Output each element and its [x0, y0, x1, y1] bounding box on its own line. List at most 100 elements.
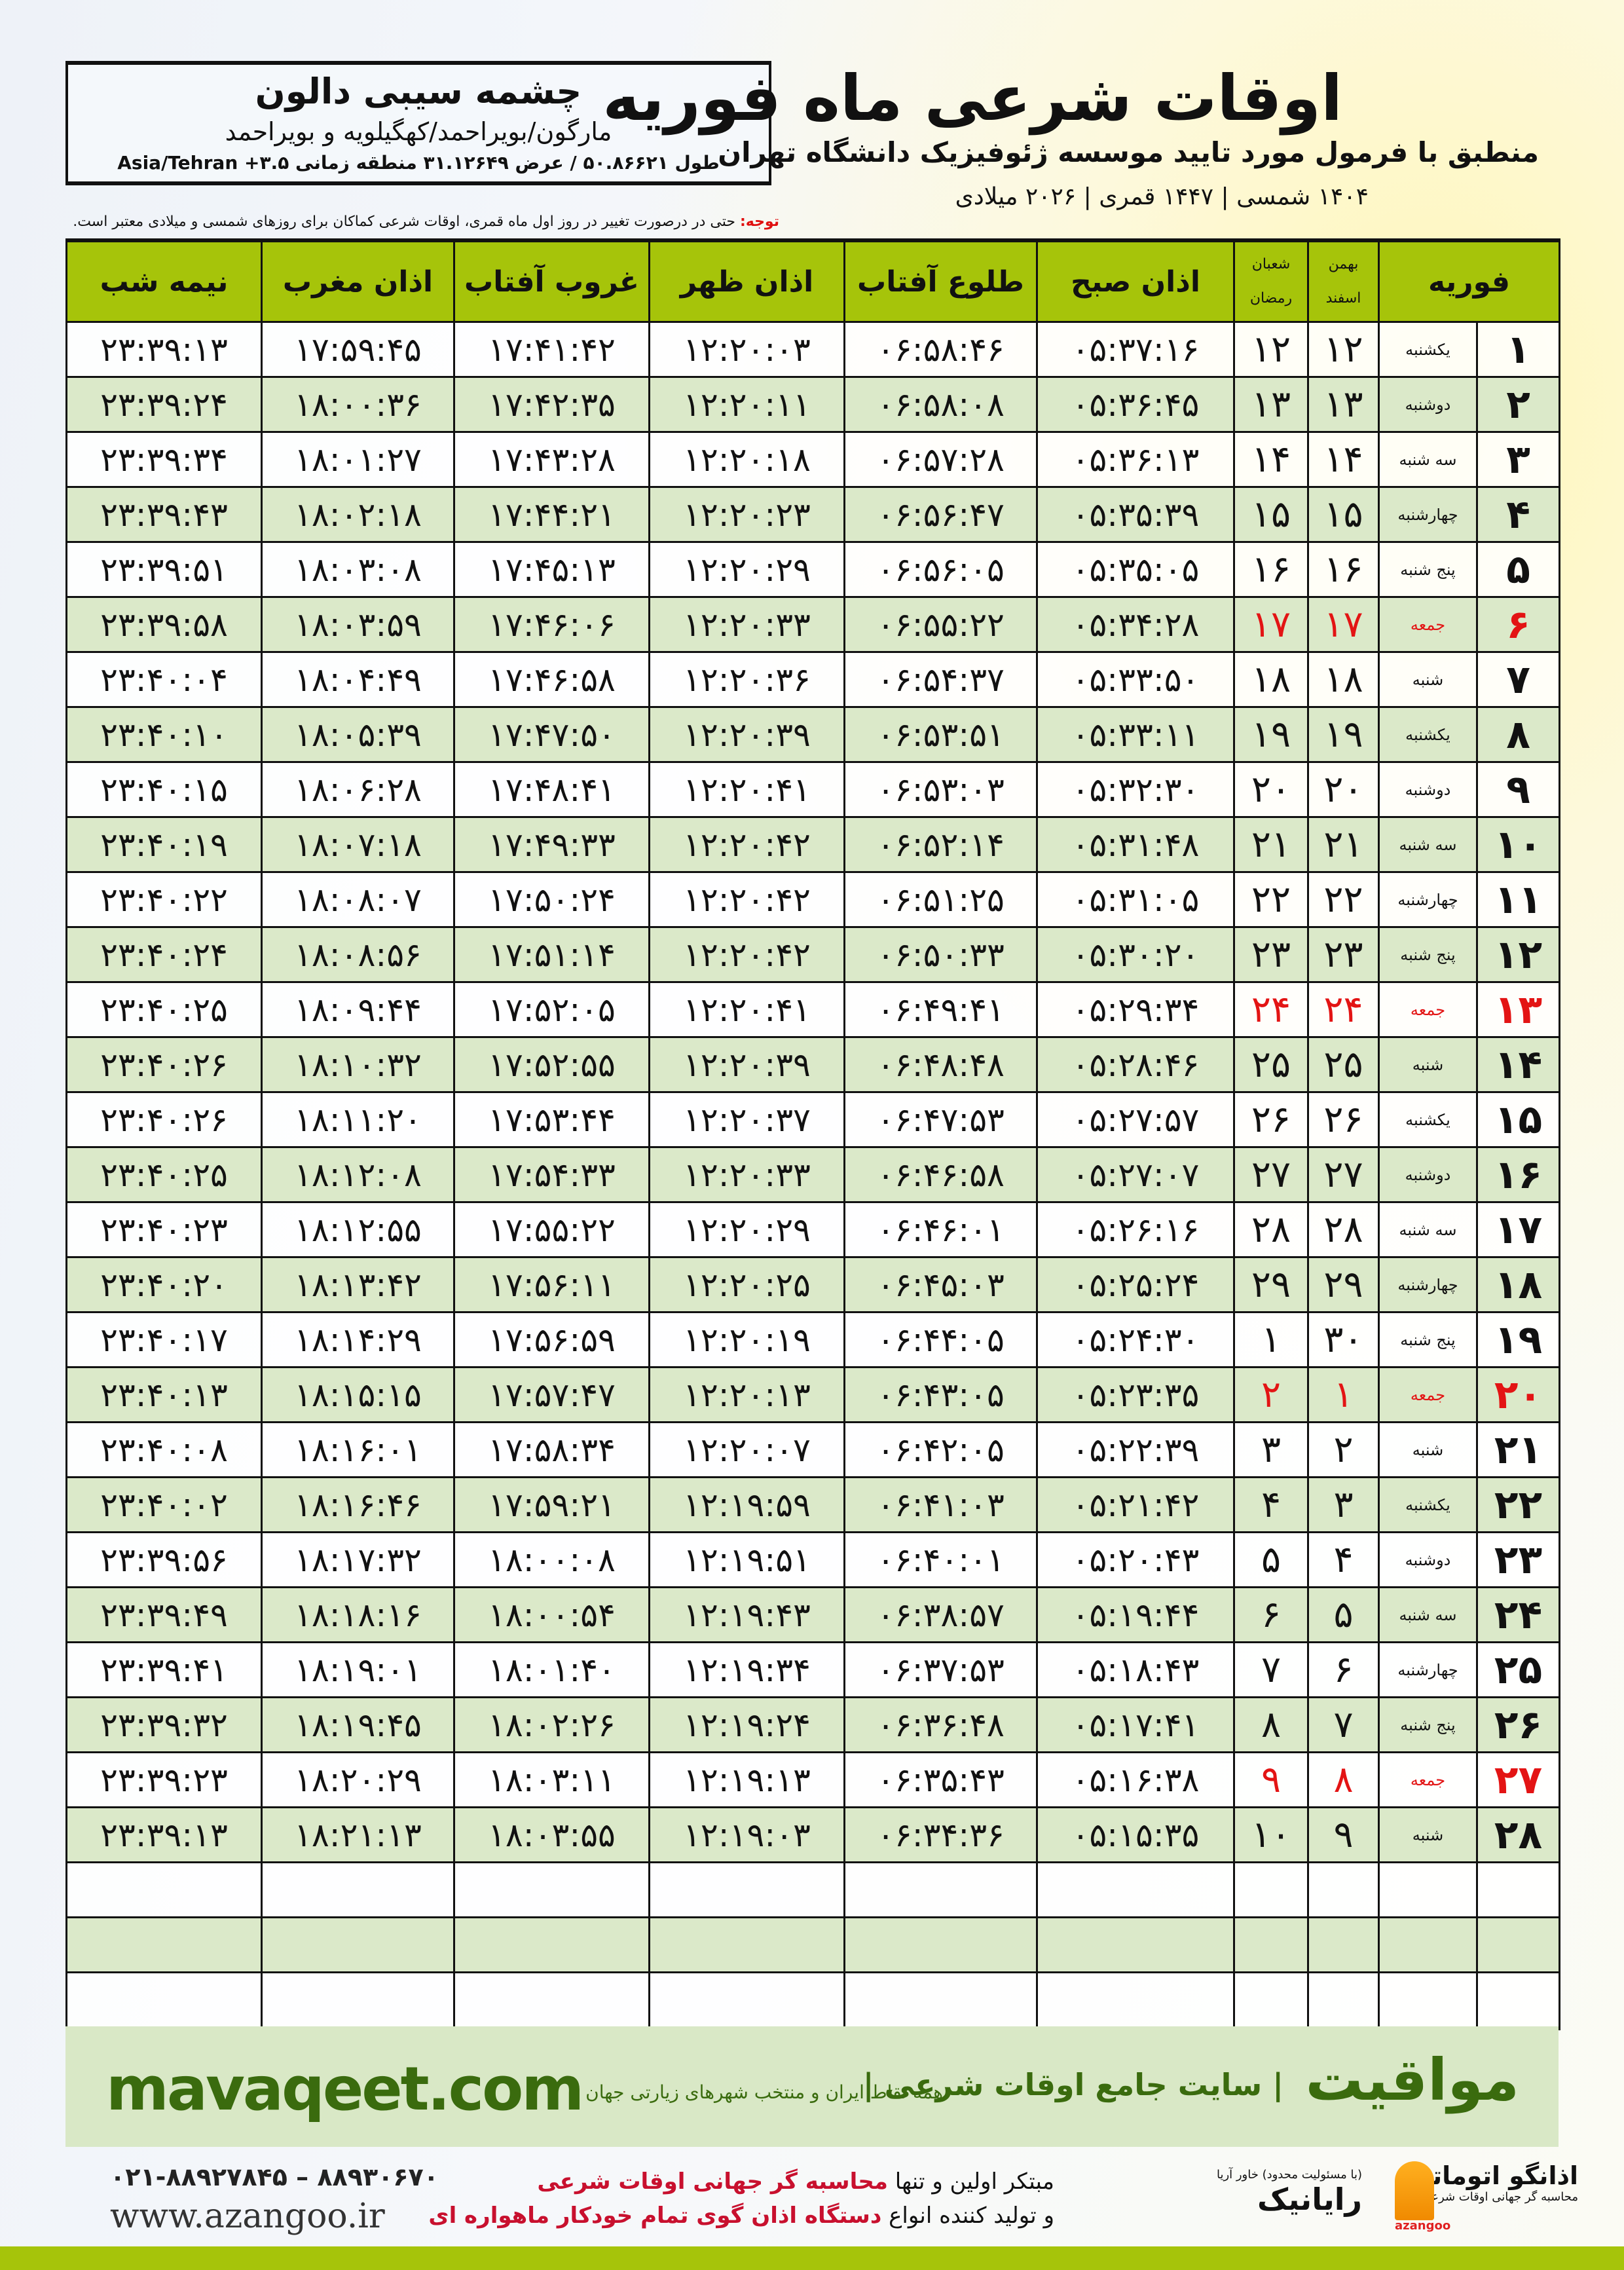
tolu-time: ۰۶:۵۰:۳۳ — [843, 926, 1038, 983]
empty-cell — [648, 1861, 845, 1918]
zohr-time: ۱۲:۲۰:۱۳ — [648, 1366, 845, 1423]
ghurub-time: ۱۷:۵۶:۱۱ — [453, 1256, 650, 1313]
empty-cell — [1307, 1861, 1380, 1918]
weekday: دوشنبه — [1378, 1146, 1478, 1203]
day-number: ۱۹ — [1476, 1311, 1560, 1368]
maghreb-time: ۱۸:۱۰:۳۲ — [261, 1036, 455, 1093]
lunar-day: ۱۰ — [1233, 1806, 1309, 1863]
tolu-time: ۰۶:۵۷:۲۸ — [843, 431, 1038, 488]
lunar-day: ۵ — [1233, 1531, 1309, 1588]
nimeh-time: ۲۳:۳۹:۱۳ — [65, 1806, 263, 1863]
weekday: شنبه — [1378, 1421, 1478, 1478]
header-solar: بهمن اسفند — [1307, 238, 1380, 323]
lunar-day: ۲۹ — [1233, 1256, 1309, 1313]
weekday: پنج شنبه — [1378, 926, 1478, 983]
lunar-day: ۱۲ — [1233, 321, 1309, 378]
weekday: سه شنبه — [1378, 1201, 1478, 1258]
solar-day: ۲۴ — [1307, 981, 1380, 1038]
lunar-day: ۲۳ — [1233, 926, 1309, 983]
lunar-day: ۱۳ — [1233, 376, 1309, 433]
table-row: ۲۸ شنبه ۹ ۱۰ ۰۵:۱۵:۳۵ ۰۶:۳۴:۳۶ ۱۲:۱۹:۰۳ ۱۸:۰۳:۵… — [65, 1806, 1560, 1863]
tolu-time: ۰۶:۴۵:۰۳ — [843, 1256, 1038, 1313]
lunar-day: ۲۷ — [1233, 1146, 1309, 1203]
weekday: چهارشنبه — [1378, 871, 1478, 928]
zohr-time: ۱۲:۲۰:۰۷ — [648, 1421, 845, 1478]
ghurub-time: ۱۷:۴۸:۴۱ — [453, 761, 650, 818]
day-number: ۹ — [1476, 761, 1560, 818]
header-lunar-top: شعبان — [1251, 256, 1291, 272]
sobh-time: ۰۵:۳۵:۰۵ — [1036, 541, 1235, 598]
zohr-time: ۱۲:۱۹:۵۹ — [648, 1476, 845, 1533]
zohr-time: ۱۲:۲۰:۱۹ — [648, 1311, 845, 1368]
table-row: ۱۸ چهارشنبه ۲۹ ۲۹ ۰۵:۲۵:۲۴ ۰۶:۴۵:۰۳ ۱۲:۲۰:۲۵ ۱۷… — [65, 1256, 1560, 1313]
day-number: ۱۲ — [1476, 926, 1560, 983]
table-row: ۴ چهارشنبه ۱۵ ۱۵ ۰۵:۳۵:۳۹ ۰۶:۵۶:۴۷ ۱۲:۲۰:۲۳ ۱۷:… — [65, 486, 1560, 543]
header-nimeh: نیمه شب — [65, 238, 263, 323]
empty-cell — [261, 1861, 455, 1918]
sobh-time: ۰۵:۲۱:۴۲ — [1036, 1476, 1235, 1533]
day-number: ۶ — [1476, 596, 1560, 653]
solar-day: ۳ — [1307, 1476, 1380, 1533]
weekday: یکشنبه — [1378, 706, 1478, 763]
ghurub-time: ۱۷:۴۴:۲۱ — [453, 486, 650, 543]
nimeh-time: ۲۳:۴۰:۱۵ — [65, 761, 263, 818]
empty-cell — [1307, 1916, 1380, 1973]
notice-label: توجه: — [739, 214, 779, 230]
nimeh-time: ۲۳:۳۹:۵۶ — [65, 1531, 263, 1588]
ad-text: مبتکر اولین و تنها محاسبه گر جهانی اوقات… — [428, 2165, 1054, 2233]
table-row: ۲۷ جمعه ۸ ۹ ۰۵:۱۶:۳۸ ۰۶:۳۵:۴۳ ۱۲:۱۹:۱۳ ۱۸:۰۳:۱۱… — [65, 1751, 1560, 1808]
lunar-day: ۲۶ — [1233, 1091, 1309, 1148]
table-row: ۳ سه شنبه ۱۴ ۱۴ ۰۵:۳۶:۱۳ ۰۶:۵۷:۲۸ ۱۲:۲۰:۱۸ ۱۷:۴… — [65, 431, 1560, 488]
maghreb-time: ۱۸:۰۳:۵۹ — [261, 596, 455, 653]
header-solar-top: بهمن — [1328, 256, 1359, 272]
day-number: ۲۵ — [1476, 1641, 1560, 1698]
sobh-time: ۰۵:۲۴:۳۰ — [1036, 1311, 1235, 1368]
day-number: ۱۷ — [1476, 1201, 1560, 1258]
nimeh-time: ۲۳:۳۹:۱۳ — [65, 321, 263, 378]
nimeh-time: ۲۳:۳۹:۲۳ — [65, 1751, 263, 1808]
sobh-time: ۰۵:۱۶:۳۸ — [1036, 1751, 1235, 1808]
sobh-time: ۰۵:۳۳:۵۰ — [1036, 651, 1235, 708]
maghreb-time: ۱۸:۲۱:۱۳ — [261, 1806, 455, 1863]
day-number: ۲۸ — [1476, 1806, 1560, 1863]
header-lunar: شعبان رمضان — [1233, 238, 1309, 323]
sobh-time: ۰۵:۲۳:۳۵ — [1036, 1366, 1235, 1423]
sobh-time: ۰۵:۱۹:۴۴ — [1036, 1586, 1235, 1643]
header-maghreb: اذان مغرب — [261, 238, 455, 323]
solar-day: ۱۷ — [1307, 596, 1380, 653]
header-ghurub: غروب آفتاب — [453, 238, 650, 323]
lunar-day: ۱۸ — [1233, 651, 1309, 708]
day-number: ۱۳ — [1476, 981, 1560, 1038]
weekday: یکشنبه — [1378, 1091, 1478, 1148]
azangoo-link[interactable]: www.azangoo.ir — [110, 2197, 385, 2236]
solar-day: ۹ — [1307, 1806, 1380, 1863]
lunar-day: ۱۴ — [1233, 431, 1309, 488]
weekday: پنج شنبه — [1378, 1311, 1478, 1368]
sobh-time: ۰۵:۳۱:۰۵ — [1036, 871, 1235, 928]
zohr-time: ۱۲:۲۰:۰۳ — [648, 321, 845, 378]
day-number: ۱۰ — [1476, 816, 1560, 873]
ghurub-time: ۱۷:۴۳:۲۸ — [453, 431, 650, 488]
tolu-time: ۰۶:۵۳:۰۳ — [843, 761, 1038, 818]
solar-day: ۳۰ — [1307, 1311, 1380, 1368]
empty-cell — [1378, 1971, 1478, 2030]
sobh-time: ۰۵:۳۰:۲۰ — [1036, 926, 1235, 983]
ghurub-time: ۱۷:۴۱:۴۲ — [453, 321, 650, 378]
maghreb-time: ۱۸:۱۵:۱۵ — [261, 1366, 455, 1423]
maghreb-time: ۱۸:۰۸:۰۷ — [261, 871, 455, 928]
prayer-times-table: فوریه بهمن اسفند شعبان رمضان اذان صبح طلوع… — [65, 238, 1560, 2030]
province-path: مارگون/بویراحمد/کهگیلویه و بویراحمد — [225, 117, 612, 146]
solar-day: ۴ — [1307, 1531, 1380, 1588]
rayanik-sub: (با مسئولیت محدود) خاور آریا — [1216, 2168, 1362, 2182]
ghurub-time: ۱۸:۰۳:۱۱ — [453, 1751, 650, 1808]
ghurub-time: ۱۷:۵۹:۲۱ — [453, 1476, 650, 1533]
day-number: ۲۷ — [1476, 1751, 1560, 1808]
sobh-time: ۰۵:۳۳:۱۱ — [1036, 706, 1235, 763]
day-number: ۲۲ — [1476, 1476, 1560, 1533]
nimeh-time: ۲۳:۴۰:۰۸ — [65, 1421, 263, 1478]
ghurub-time: ۱۷:۴۵:۱۳ — [453, 541, 650, 598]
tolu-time: ۰۶:۴۶:۵۸ — [843, 1146, 1038, 1203]
zohr-time: ۱۲:۱۹:۰۳ — [648, 1806, 845, 1863]
header-lunar-bottom: رمضان — [1249, 290, 1293, 307]
site-link[interactable]: mavaqeet.com — [106, 2054, 584, 2124]
